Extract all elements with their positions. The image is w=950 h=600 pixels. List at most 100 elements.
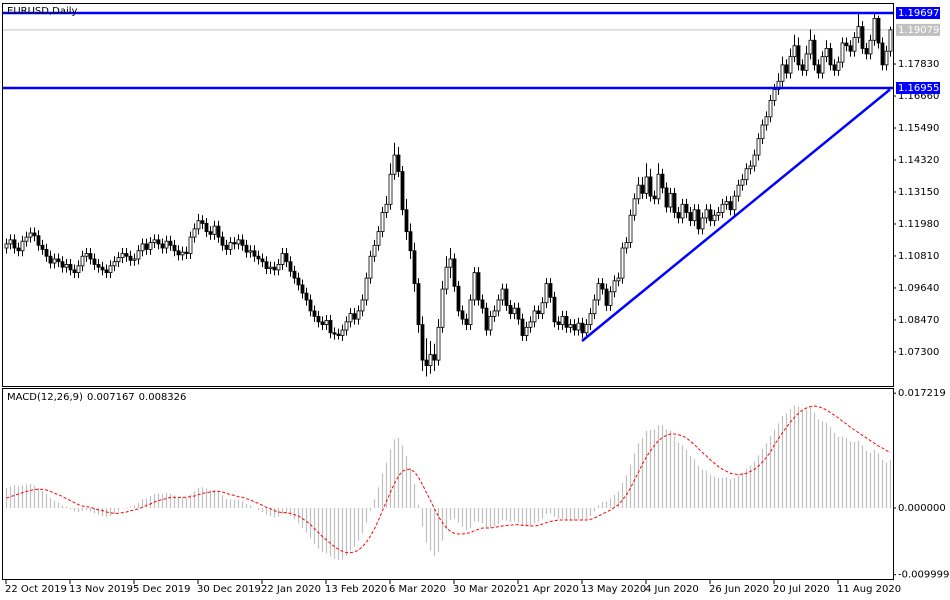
candle-body xyxy=(252,250,257,257)
y-tick-label: 0.017219 xyxy=(898,388,946,399)
candle-body xyxy=(172,244,177,252)
candle-body xyxy=(108,265,113,274)
candle-body xyxy=(576,322,581,331)
candle-body xyxy=(672,192,677,213)
candle-body xyxy=(616,277,621,282)
candle-body xyxy=(548,283,553,298)
candle-body xyxy=(148,242,153,250)
candle-body xyxy=(44,249,49,257)
candle-body xyxy=(768,100,773,118)
candle-body xyxy=(812,39,817,66)
candle-body xyxy=(324,320,329,325)
candle-body xyxy=(124,253,129,257)
y-tick-label: 0.000000 xyxy=(898,503,946,514)
candle-body xyxy=(272,266,277,271)
candle-body xyxy=(312,310,317,317)
candle-body xyxy=(232,242,237,245)
candle-body xyxy=(144,243,149,250)
candle-body xyxy=(392,154,397,175)
candle-body xyxy=(280,253,285,265)
candle-body xyxy=(864,48,869,55)
candle-body xyxy=(568,324,573,328)
candle-body xyxy=(336,333,341,336)
candle-body xyxy=(136,250,141,260)
candle-body xyxy=(728,201,733,211)
candle-body xyxy=(660,173,665,189)
candle-body xyxy=(792,45,797,58)
candle-body xyxy=(128,255,133,261)
candle-body xyxy=(204,223,209,233)
candle-body xyxy=(684,203,689,213)
candle-body xyxy=(800,64,805,71)
candle-body xyxy=(540,302,545,315)
current-price-box xyxy=(896,23,940,36)
candle-body xyxy=(848,45,853,52)
candle-body xyxy=(760,124,765,140)
candle-body xyxy=(192,228,197,238)
candle-body xyxy=(224,244,229,250)
candle-body xyxy=(692,209,697,222)
macd-panel-frame xyxy=(2,388,894,580)
candle-body xyxy=(736,184,741,197)
candle-body xyxy=(744,168,749,181)
candle-body xyxy=(700,217,705,230)
candle-body xyxy=(704,209,709,219)
candle-body xyxy=(648,176,653,197)
plot-layer: 1.17830 1.16660 1.15490 1.14320 1.13150 1.119… xyxy=(3,7,949,595)
candle-body xyxy=(244,244,249,253)
candle-body xyxy=(416,283,421,325)
candle-body xyxy=(508,305,513,315)
candle-body xyxy=(228,242,233,250)
candle-body xyxy=(432,354,437,361)
candle-body xyxy=(524,326,529,336)
candle-body xyxy=(492,310,497,317)
candle-body xyxy=(400,171,405,211)
candle-body xyxy=(592,299,597,315)
x-tick-label: 22 Oct 2019 xyxy=(5,584,67,595)
candle-body xyxy=(604,288,609,306)
candle-body xyxy=(656,173,661,200)
candle-body xyxy=(584,324,589,334)
candle-body xyxy=(732,195,737,211)
candle-body xyxy=(880,42,885,66)
x-tick-label: 21 Apr 2020 xyxy=(517,584,579,595)
x-tick-label: 13 Nov 2019 xyxy=(69,584,133,595)
candle-body xyxy=(68,264,73,271)
candle-body xyxy=(208,231,213,235)
level-label-box xyxy=(896,81,940,94)
candle-body xyxy=(724,201,729,205)
candle-body xyxy=(504,288,509,306)
candle-body xyxy=(52,258,57,264)
candle-body xyxy=(132,258,137,261)
candle-body xyxy=(352,313,357,320)
candle-body xyxy=(640,184,645,194)
candle-body xyxy=(868,39,873,55)
candle-body xyxy=(56,258,61,263)
macd-main-value: 0.007167 xyxy=(87,392,135,403)
candle-body xyxy=(48,255,53,264)
candle-body xyxy=(28,232,33,238)
candle-body xyxy=(720,203,725,213)
candle-body xyxy=(528,321,533,328)
candle-body xyxy=(476,272,481,301)
candle-body xyxy=(696,209,701,230)
candle-body xyxy=(292,270,297,279)
candle-body xyxy=(240,239,245,246)
y-tick-label: 1.08470 xyxy=(898,315,939,326)
x-tick-label: 30 Dec 2019 xyxy=(197,584,261,595)
x-tick-label: 13 Feb 2020 xyxy=(325,584,387,595)
candle-body xyxy=(776,80,781,90)
candle-body xyxy=(468,299,473,325)
y-tick-label: 1.10810 xyxy=(898,251,939,262)
candle-body xyxy=(408,231,413,252)
candle-body xyxy=(512,307,517,315)
chart-title: EURUSD,Daily xyxy=(7,6,78,17)
candle-body xyxy=(832,64,837,71)
candle-body xyxy=(112,261,117,267)
x-tick-label: 30 Mar 2020 xyxy=(453,584,516,595)
x-tick-label: 4 Jun 2020 xyxy=(645,584,699,595)
candle-body xyxy=(808,39,813,55)
candle-body xyxy=(716,212,721,216)
candle-body xyxy=(796,45,801,66)
